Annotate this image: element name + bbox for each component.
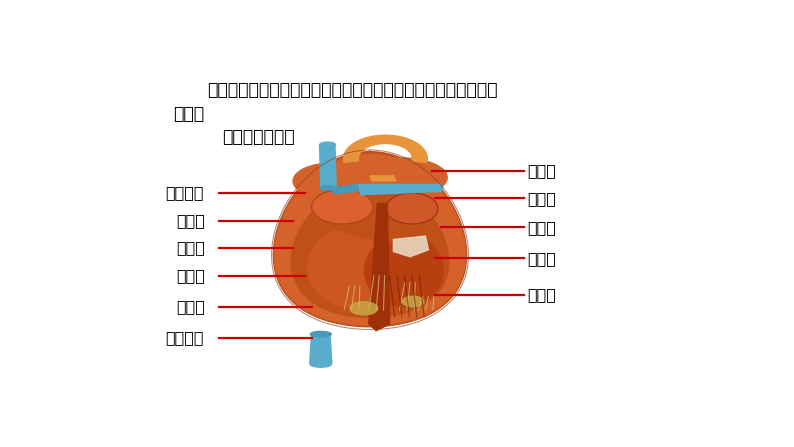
Polygon shape xyxy=(357,185,441,195)
Text: 肺动脉: 肺动脉 xyxy=(527,191,556,206)
Ellipse shape xyxy=(403,296,424,307)
Polygon shape xyxy=(364,236,443,307)
Polygon shape xyxy=(291,185,449,317)
Text: 左心房: 左心房 xyxy=(527,220,556,235)
Polygon shape xyxy=(344,135,427,162)
Text: 上腔静脉: 上腔静脉 xyxy=(165,186,203,201)
Text: 房室瓣: 房室瓣 xyxy=(527,251,556,266)
Text: 大小。: 大小。 xyxy=(173,105,204,122)
Polygon shape xyxy=(368,203,390,331)
Polygon shape xyxy=(370,176,396,181)
Ellipse shape xyxy=(310,331,331,337)
Polygon shape xyxy=(393,236,429,257)
Text: （一）位置：胸腔中部偏左，左右两肺之间，形状像桃子，拳头: （一）位置：胸腔中部偏左，左右两肺之间，形状像桃子，拳头 xyxy=(207,81,497,99)
Polygon shape xyxy=(273,152,467,327)
Polygon shape xyxy=(275,154,465,325)
Polygon shape xyxy=(308,231,405,308)
Ellipse shape xyxy=(319,186,336,190)
Polygon shape xyxy=(330,185,357,194)
Text: 右心房: 右心房 xyxy=(176,268,205,283)
Ellipse shape xyxy=(435,184,442,192)
Ellipse shape xyxy=(350,302,378,315)
Ellipse shape xyxy=(310,362,331,367)
Text: 肺静脉: 肺静脉 xyxy=(176,240,205,256)
Ellipse shape xyxy=(293,163,373,199)
Text: 主动脉: 主动脉 xyxy=(527,163,556,178)
Ellipse shape xyxy=(319,142,336,148)
Polygon shape xyxy=(310,334,332,363)
Ellipse shape xyxy=(352,158,447,197)
Text: 右心室: 右心室 xyxy=(176,299,205,314)
Ellipse shape xyxy=(386,193,438,224)
Text: 动脉瓣: 动脉瓣 xyxy=(176,213,205,228)
Text: 下腔静脉: 下腔静脉 xyxy=(165,330,203,345)
Polygon shape xyxy=(319,145,336,188)
Ellipse shape xyxy=(311,190,373,224)
Text: 左心室: 左心室 xyxy=(527,287,556,302)
Text: （二）形态结构: （二）形态结构 xyxy=(222,128,295,146)
